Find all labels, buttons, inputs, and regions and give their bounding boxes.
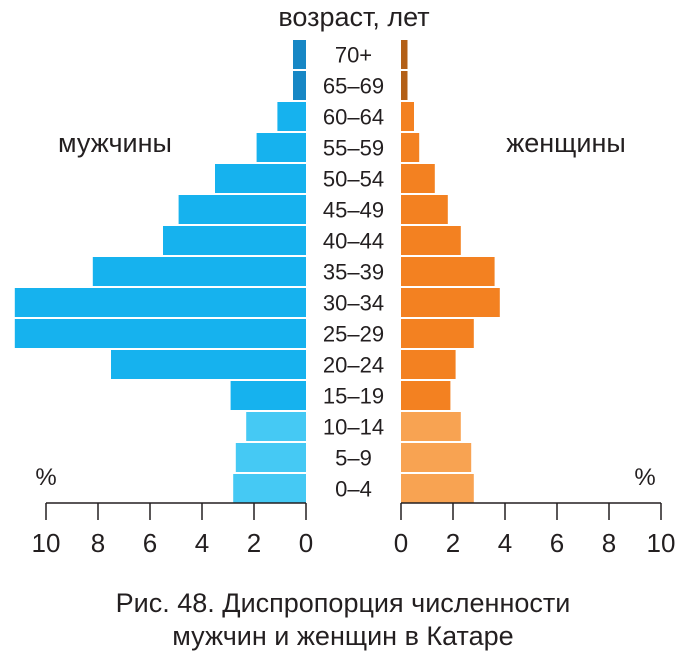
age-label-9: 25–29 bbox=[323, 322, 384, 347]
female-bar-5 bbox=[401, 195, 448, 224]
male-bar-2 bbox=[277, 102, 306, 131]
females-label: женщины bbox=[506, 128, 626, 158]
male-bar-13 bbox=[235, 443, 306, 472]
male-bar-3 bbox=[256, 133, 306, 162]
age-label-4: 50–54 bbox=[323, 167, 384, 192]
male-tick-label-10: 10 bbox=[32, 528, 61, 558]
caption-line-1: Рис. 48. Диспропорция численности bbox=[116, 588, 571, 618]
chart-title: возраст, лет bbox=[278, 2, 429, 32]
male-bar-4 bbox=[215, 164, 306, 193]
age-label-6: 40–44 bbox=[323, 229, 384, 254]
male-bar-11 bbox=[230, 381, 306, 410]
age-label-1: 65–69 bbox=[323, 74, 384, 99]
male-bar-12 bbox=[246, 412, 306, 441]
female-bar-6 bbox=[401, 226, 461, 255]
age-label-11: 15–19 bbox=[323, 384, 384, 409]
caption-line-2: мужчин и женщин в Катаре bbox=[172, 621, 513, 651]
female-bar-0 bbox=[401, 40, 408, 69]
female-bar-2 bbox=[401, 102, 414, 131]
female-bar-3 bbox=[401, 133, 420, 162]
age-label-12: 10–14 bbox=[323, 415, 384, 440]
male-bars bbox=[14, 40, 307, 503]
female-tick-label-8: 8 bbox=[602, 528, 616, 558]
female-bar-13 bbox=[401, 443, 472, 472]
female-bars bbox=[401, 40, 500, 503]
female-bar-12 bbox=[401, 412, 461, 441]
male-tick-label-8: 8 bbox=[91, 528, 105, 558]
male-x-axis: 0 2 4 6 8 10 bbox=[32, 502, 313, 558]
female-tick-label-2: 2 bbox=[446, 528, 460, 558]
male-bar-7 bbox=[92, 257, 306, 286]
age-label-7: 35–39 bbox=[323, 260, 384, 285]
percent-label-right: % bbox=[634, 464, 655, 491]
male-tick-label-2: 2 bbox=[247, 528, 261, 558]
female-tick-label-10: 10 bbox=[647, 528, 676, 558]
female-bar-7 bbox=[401, 257, 495, 286]
males-label: мужчины bbox=[58, 128, 172, 158]
male-tick-label-0: 0 bbox=[299, 528, 313, 558]
male-tick-label-6: 6 bbox=[143, 528, 157, 558]
female-tick-label-6: 6 bbox=[550, 528, 564, 558]
female-bar-9 bbox=[401, 319, 474, 348]
age-label-8: 30–34 bbox=[323, 291, 384, 316]
female-tick-label-4: 4 bbox=[498, 528, 512, 558]
female-x-axis: 0 2 4 6 8 10 bbox=[394, 502, 676, 558]
male-bar-10 bbox=[111, 350, 306, 379]
female-tick-label-0: 0 bbox=[394, 528, 408, 558]
female-bar-14 bbox=[401, 474, 474, 503]
female-bar-10 bbox=[401, 350, 456, 379]
male-bar-14 bbox=[233, 474, 306, 503]
male-tick-label-4: 4 bbox=[195, 528, 209, 558]
male-bar-8 bbox=[14, 288, 307, 317]
age-group-labels: 70+ 65–69 60–64 55–59 50–54 45–49 40–44 35–39 30… bbox=[323, 43, 384, 502]
female-bar-8 bbox=[401, 288, 500, 317]
age-label-5: 45–49 bbox=[323, 198, 384, 223]
male-bar-9 bbox=[14, 319, 307, 348]
age-label-2: 60–64 bbox=[323, 105, 384, 130]
female-bar-4 bbox=[401, 164, 435, 193]
female-bar-11 bbox=[401, 381, 451, 410]
female-bar-1 bbox=[401, 71, 408, 100]
age-label-14: 0–4 bbox=[335, 477, 372, 502]
male-bar-0 bbox=[293, 40, 306, 69]
percent-label-left: % bbox=[35, 464, 56, 491]
male-bar-1 bbox=[293, 71, 306, 100]
age-label-10: 20–24 bbox=[323, 353, 384, 378]
male-bar-6 bbox=[163, 226, 306, 255]
age-label-13: 5–9 bbox=[335, 446, 372, 471]
age-label-0: 70+ bbox=[335, 43, 372, 68]
male-bar-5 bbox=[178, 195, 306, 224]
age-label-3: 55–59 bbox=[323, 136, 384, 161]
